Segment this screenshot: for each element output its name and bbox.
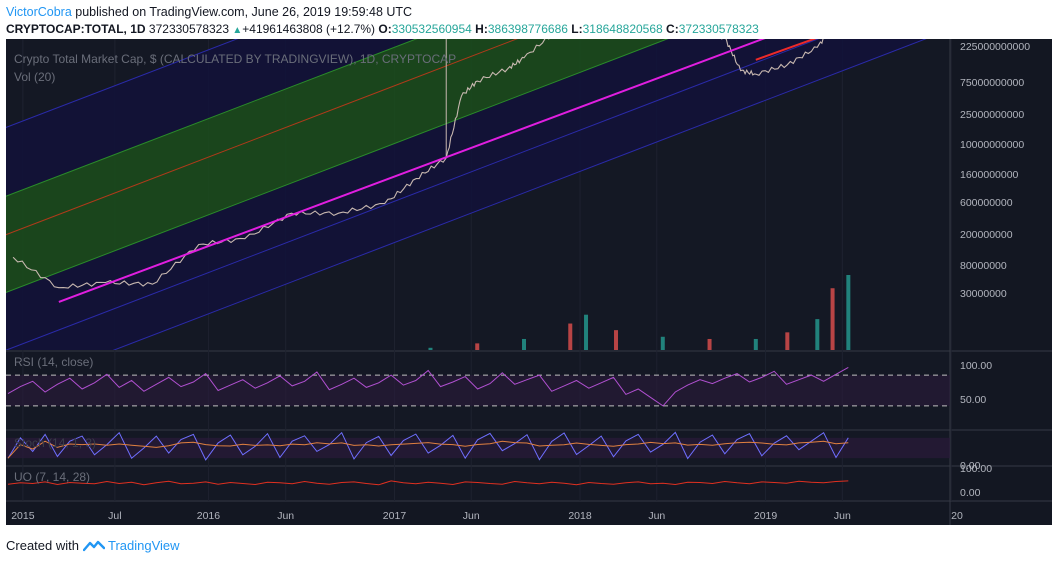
time-axis-tick: Jul — [108, 510, 121, 522]
stoch-axis-tick: 0.00 — [960, 460, 981, 472]
price-axis-tick: 600000000 — [960, 197, 1013, 209]
time-axis-tick: 2016 — [197, 510, 221, 522]
volume-bar — [522, 338, 527, 350]
open-value: 330532560954 — [391, 22, 472, 36]
change-up-icon: ▲ — [232, 25, 243, 36]
ohlc-line: CRYPTOCAP:TOTAL, 1D 372330578323 ▲+41961… — [6, 22, 759, 36]
price-axis-tick: 1600000000 — [960, 169, 1019, 181]
close-value: 372330578323 — [678, 22, 759, 36]
low-label: L: — [571, 22, 583, 36]
time-axis-tick: Jun — [834, 510, 851, 522]
uo-axis-tick: 100.00 — [960, 463, 992, 475]
volume-label: Vol (20) — [14, 70, 55, 84]
volume-bar — [830, 288, 835, 350]
tradingview-brand-link[interactable]: TradingView — [107, 538, 180, 553]
time-axis-tick: 2015 — [11, 510, 35, 522]
low-value: 318648820568 — [582, 22, 663, 36]
open-label: O: — [378, 22, 392, 36]
volume-bar — [475, 343, 480, 350]
rsi-axis-tick: 50.00 — [960, 394, 986, 406]
footer: Created with TradingView — [6, 538, 180, 553]
uo-pane — [6, 467, 950, 500]
volume-bar — [753, 338, 758, 350]
volume-bar — [568, 323, 573, 350]
volume-bar — [660, 336, 665, 350]
uo-label: UO (7, 14, 28) — [14, 470, 90, 484]
uo-axis-tick: 0.00 — [960, 487, 981, 499]
volume-bar — [614, 330, 619, 350]
time-axis-tick: Jun — [277, 510, 294, 522]
change-value: +41961463808 (+12.7%) — [242, 22, 376, 36]
time-axis-tick: 2018 — [568, 510, 592, 522]
created-with-text: Created with — [6, 538, 79, 553]
publish-line: VictorCobra published on TradingView.com… — [6, 5, 412, 19]
close-label: C: — [666, 22, 679, 36]
volume-bar — [815, 319, 820, 350]
time-axis-tick: 20 — [951, 510, 963, 522]
time-axis-tick: Jun — [463, 510, 480, 522]
channel-band-lower — [6, 39, 926, 350]
price-line — [12, 39, 824, 289]
uo-line — [7, 480, 849, 486]
volume-bar — [707, 338, 712, 350]
volume-bar — [846, 275, 851, 350]
rsi-line — [7, 366, 849, 407]
price-axis-tick: 10000000000 — [960, 139, 1024, 151]
channel-line-3 — [6, 39, 518, 236]
channel-line-1 — [6, 39, 820, 350]
channel-line-0 — [112, 39, 927, 350]
channel-line-4 — [6, 39, 418, 197]
volume-bar — [428, 347, 433, 350]
author-link[interactable]: VictorCobra — [6, 5, 72, 19]
stoch-label: Stoch (14, 1, 3) — [14, 436, 96, 450]
high-label: H: — [475, 22, 488, 36]
price-axis-tick: 75000000000 — [960, 77, 1024, 89]
published-text: published on TradingView.com, June 26, 2… — [75, 5, 413, 19]
channel-line-2 — [6, 39, 669, 293]
price-axis-tick: 80000000 — [960, 260, 1007, 272]
price-axis-tick: 25000000000 — [960, 109, 1024, 121]
chart-title: Crypto Total Market Cap, $ (CALCULATED B… — [14, 52, 456, 66]
volume-bar — [785, 332, 790, 350]
price-axis-tick: 30000000 — [960, 288, 1007, 300]
volume-bar — [584, 314, 589, 350]
stoch-d-line — [7, 440, 849, 459]
chart-canvas[interactable]: 3723305783232250000000007500000000025000… — [6, 39, 1052, 525]
time-axis-tick: Jun — [648, 510, 665, 522]
rsi-label: RSI (14, close) — [14, 355, 93, 369]
support-trendline — [58, 39, 766, 303]
stoch-band-fill — [6, 437, 950, 459]
time-axis-tick: 2017 — [383, 510, 407, 522]
red-trendline — [755, 39, 817, 61]
rsi-axis-tick: 100.00 — [960, 360, 992, 372]
price-axis-tick: 200000000 — [960, 229, 1013, 241]
time-axis-tick: 2019 — [754, 510, 778, 522]
channel-line-5 — [6, 39, 239, 128]
price-plot — [6, 39, 927, 350]
price-axis-tick: 225000000000 — [960, 41, 1030, 53]
symbol-label: CRYPTOCAP:TOTAL, 1D — [6, 22, 146, 36]
last-price: 372330578323 — [148, 22, 230, 36]
high-value: 386398776686 — [487, 22, 568, 36]
stoch-k-line — [7, 431, 849, 461]
rsi-band-fill — [6, 375, 950, 406]
tradingview-logo-icon — [82, 540, 105, 551]
